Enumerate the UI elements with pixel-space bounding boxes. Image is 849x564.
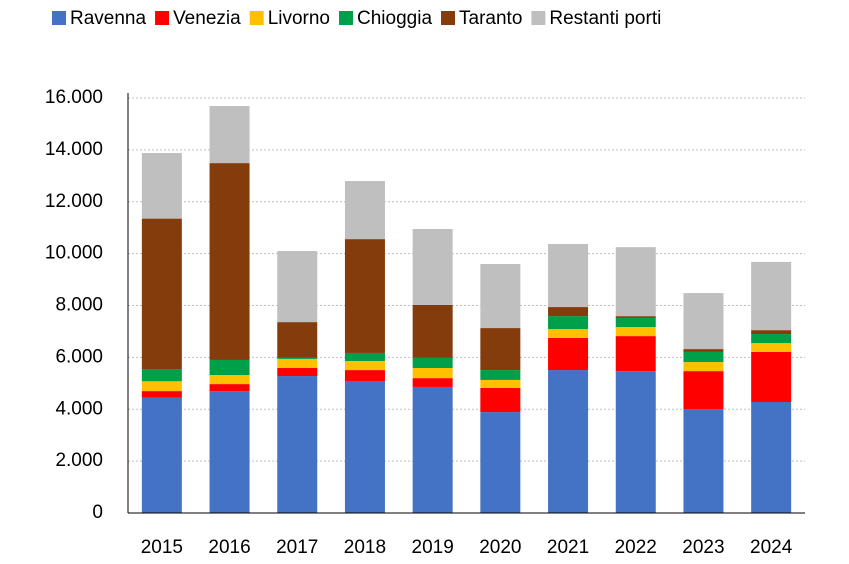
- bar-segment: [141, 218, 182, 370]
- bar-segment: [141, 369, 182, 382]
- bar-segment: [751, 351, 792, 402]
- x-tick-label: 2020: [479, 537, 521, 558]
- x-tick-label: 2021: [547, 537, 589, 558]
- x-tick-label: 2018: [344, 537, 386, 558]
- bar-segment: [615, 336, 656, 372]
- legend-swatch: [531, 11, 546, 25]
- bar-segment: [548, 307, 589, 317]
- bar-segment: [209, 359, 250, 376]
- bar-segment: [751, 261, 792, 331]
- bar-segment: [412, 357, 453, 369]
- legend-label: Restanti porti: [549, 8, 661, 29]
- bar-segment: [209, 163, 250, 360]
- bar-segment: [480, 412, 521, 513]
- x-tick-label: 2024: [750, 537, 793, 558]
- bar-segment: [209, 375, 250, 385]
- y-tick-label: 8.000: [55, 295, 103, 316]
- legend-swatch: [441, 11, 456, 25]
- bar-segment: [344, 352, 385, 362]
- x-tick-label: 2022: [615, 537, 657, 558]
- bar-segment: [683, 351, 724, 363]
- bar-segment: [344, 181, 385, 240]
- bar-segment: [548, 244, 589, 308]
- legend-label: Livorno: [268, 8, 330, 29]
- bar-segment: [480, 328, 521, 371]
- bar-segment: [751, 343, 792, 352]
- bar-segment: [548, 337, 589, 371]
- bar-segment: [548, 370, 589, 513]
- bar-segment: [412, 228, 453, 305]
- bar-segment: [615, 316, 656, 318]
- bar-segment: [683, 293, 724, 350]
- x-tick-label: 2015: [141, 537, 183, 558]
- bar-segment: [751, 334, 792, 344]
- y-tick-label: 4.000: [55, 398, 103, 419]
- legend-label: Chioggia: [357, 8, 432, 29]
- legend-label: Ravenna: [70, 8, 146, 29]
- bar-segment: [277, 357, 318, 359]
- bar-segment: [615, 247, 656, 317]
- bar-segment: [615, 327, 656, 337]
- bar-segment: [277, 322, 318, 358]
- bar-segment: [141, 397, 182, 513]
- bar-segment: [344, 380, 385, 513]
- legend-swatch: [249, 11, 264, 25]
- bar-segment: [615, 317, 656, 328]
- bar-segment: [141, 391, 182, 398]
- bar-segment: [412, 378, 453, 387]
- bar-segment: [751, 401, 792, 513]
- bar-segment: [480, 379, 521, 388]
- legend-swatch: [155, 11, 170, 25]
- bar-segment: [209, 384, 250, 392]
- bar-segment: [480, 264, 521, 329]
- x-tick-label: 2023: [682, 537, 724, 558]
- legend-label: Taranto: [459, 8, 522, 29]
- y-tick-label: 0: [92, 502, 103, 523]
- bar-segment: [412, 304, 453, 358]
- legend-swatch: [52, 11, 66, 25]
- bar-segment: [277, 251, 318, 323]
- bar-segment: [209, 391, 250, 513]
- bar-segment: [751, 330, 792, 335]
- bar-segment: [412, 368, 453, 379]
- bar-segment: [683, 349, 724, 352]
- y-tick-label: 12.000: [45, 191, 103, 212]
- bar-segment: [615, 371, 656, 513]
- bar-segment: [209, 106, 250, 164]
- bar-segment: [277, 358, 318, 369]
- bar-segment: [344, 361, 385, 371]
- y-tick-label: 16.000: [45, 87, 103, 108]
- bar-segment: [683, 362, 724, 372]
- bar-segment: [344, 370, 385, 381]
- x-tick-label: 2017: [276, 537, 318, 558]
- bar-segment: [548, 316, 589, 330]
- x-tick-label: 2016: [208, 537, 250, 558]
- bar-segment: [141, 381, 182, 392]
- legend-swatch: [339, 11, 354, 25]
- bar-segment: [277, 376, 318, 513]
- bar-segment: [480, 370, 521, 380]
- bar-segment: [683, 371, 724, 409]
- bar-segment: [344, 239, 385, 353]
- bar-segment: [548, 329, 589, 338]
- legend-label: Venezia: [173, 8, 241, 29]
- y-tick-label: 6.000: [55, 346, 103, 367]
- y-tick-label: 10.000: [45, 243, 103, 264]
- bar-segment: [277, 368, 318, 377]
- bar-segment: [683, 408, 724, 513]
- bar-segment: [141, 152, 182, 219]
- x-tick-label: 2019: [412, 537, 454, 558]
- bar-segment: [480, 387, 521, 413]
- y-tick-label: 2.000: [55, 450, 103, 471]
- y-tick-label: 14.000: [45, 139, 103, 160]
- bar-segment: [412, 386, 453, 513]
